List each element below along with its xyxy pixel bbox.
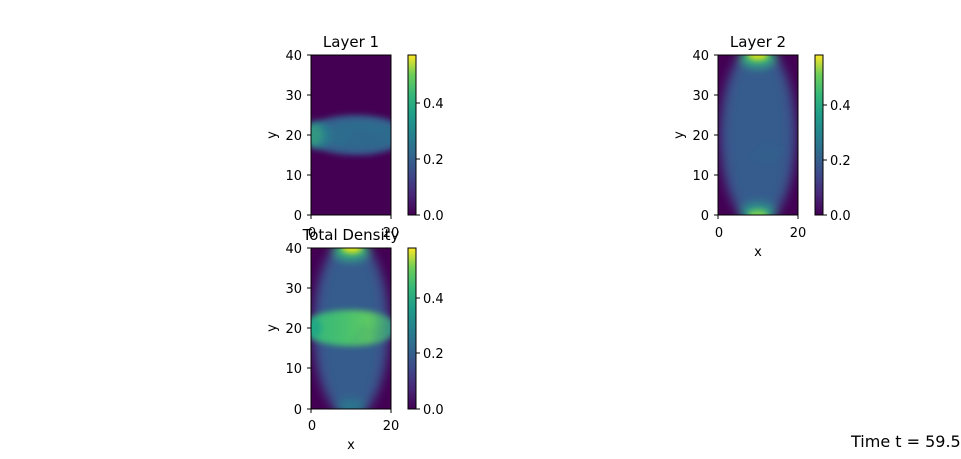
colorbar-tick-label: 0.0 bbox=[423, 403, 444, 418]
heatmap-field bbox=[311, 248, 391, 409]
heatmap-field bbox=[718, 55, 798, 215]
x-tick-label: 20 bbox=[790, 226, 807, 241]
colorbar-tick-label: 0.2 bbox=[423, 153, 444, 168]
y-tick-label: 0 bbox=[294, 403, 302, 418]
y-tick-label: 40 bbox=[285, 242, 302, 257]
time-label: Time t = 59.5 bbox=[851, 432, 961, 451]
colorbar-tick-label: 0.2 bbox=[830, 154, 851, 169]
y-axis-label: y bbox=[672, 131, 687, 139]
x-axis: 0 20 bbox=[715, 215, 806, 241]
y-axis: 40 30 20 10 0 bbox=[285, 49, 311, 224]
x-tick-label: 0 bbox=[308, 419, 316, 434]
colorbar-tick-label: 0.4 bbox=[830, 99, 851, 114]
panel-layer-1: Layer 1 40 30 2 bbox=[265, 33, 444, 241]
heatmap-field bbox=[311, 55, 391, 215]
y-axis-label: y bbox=[265, 324, 280, 332]
x-axis-label: x bbox=[754, 245, 762, 260]
x-axis: 0 20 bbox=[308, 215, 399, 241]
y-axis-label: y bbox=[265, 131, 280, 139]
x-tick-label: 0 bbox=[308, 226, 316, 241]
y-tick-label: 30 bbox=[285, 89, 302, 104]
y-tick-label: 20 bbox=[285, 129, 302, 144]
colorbar-tick-label: 0.4 bbox=[423, 292, 444, 307]
y-tick-label: 20 bbox=[285, 322, 302, 337]
colorbar: 0.0 0.2 0.4 bbox=[814, 54, 851, 224]
x-tick-label: 20 bbox=[383, 226, 400, 241]
chart-title: Layer 2 bbox=[730, 33, 786, 51]
panel-total-density: Total Density 40 30 20 10 0 y 0 20 x bbox=[265, 226, 444, 453]
x-tick-label: 0 bbox=[715, 226, 723, 241]
y-tick-label: 40 bbox=[285, 49, 302, 64]
y-tick-label: 20 bbox=[692, 129, 709, 144]
colorbar: 0.0 0.2 0.4 bbox=[407, 54, 444, 224]
y-tick-label: 40 bbox=[692, 49, 709, 64]
y-tick-label: 10 bbox=[285, 362, 302, 377]
y-tick-label: 30 bbox=[285, 282, 302, 297]
colorbar-tick-label: 0.0 bbox=[830, 209, 851, 224]
colorbar-tick-label: 0.2 bbox=[423, 347, 444, 362]
chart-title: Layer 1 bbox=[323, 33, 379, 51]
x-tick-label: 20 bbox=[383, 419, 400, 434]
y-axis: 40 30 20 10 0 bbox=[285, 242, 311, 418]
colorbar-tick-label: 0.4 bbox=[423, 97, 444, 112]
colorbar: 0.0 0.2 0.4 bbox=[407, 247, 444, 418]
y-tick-label: 10 bbox=[692, 169, 709, 184]
chart-title: Total Density bbox=[302, 226, 400, 244]
y-tick-label: 0 bbox=[294, 209, 302, 224]
panel-layer-2: Layer 2 4 bbox=[672, 33, 851, 260]
colorbar-tick-label: 0.0 bbox=[423, 209, 444, 224]
y-axis: 40 30 20 10 0 bbox=[692, 49, 718, 224]
x-axis: 0 20 bbox=[308, 409, 399, 434]
y-tick-label: 30 bbox=[692, 89, 709, 104]
y-tick-label: 0 bbox=[701, 209, 709, 224]
y-tick-label: 10 bbox=[285, 169, 302, 184]
x-axis-label: x bbox=[347, 438, 355, 453]
